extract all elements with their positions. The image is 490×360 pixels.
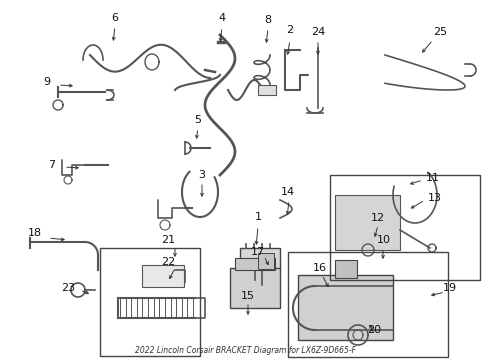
Text: 18: 18: [28, 228, 42, 238]
Text: 3: 3: [198, 170, 205, 180]
Text: 14: 14: [281, 187, 295, 197]
Text: 7: 7: [49, 160, 55, 170]
Text: 24: 24: [311, 27, 325, 37]
Bar: [258, 85, 276, 95]
Text: 5: 5: [195, 115, 201, 125]
Bar: [335, 260, 357, 278]
Text: 25: 25: [433, 27, 447, 37]
Text: 15: 15: [241, 291, 255, 301]
Text: 20: 20: [367, 325, 381, 335]
Text: 10: 10: [377, 235, 391, 245]
Text: 11: 11: [426, 173, 440, 183]
Bar: [235, 258, 275, 270]
Text: 23: 23: [61, 283, 75, 293]
Text: 22: 22: [161, 257, 175, 267]
Bar: [330, 175, 480, 280]
Bar: [258, 253, 274, 269]
Text: 2022 Lincoln Corsair BRACKET Diagram for LX6Z-9D665-F: 2022 Lincoln Corsair BRACKET Diagram for…: [134, 346, 356, 355]
Text: 19: 19: [443, 283, 457, 293]
Bar: [335, 195, 400, 250]
Bar: [240, 248, 280, 270]
Bar: [142, 265, 184, 287]
Text: 16: 16: [313, 263, 327, 273]
Text: 12: 12: [371, 213, 385, 223]
Bar: [288, 252, 448, 357]
Text: 17: 17: [251, 247, 265, 257]
Bar: [230, 268, 280, 308]
Text: 1: 1: [254, 212, 262, 222]
Bar: [298, 275, 393, 340]
Text: 6: 6: [112, 13, 119, 23]
Text: 21: 21: [161, 235, 175, 245]
Text: 13: 13: [428, 193, 442, 203]
Text: 2: 2: [287, 25, 294, 35]
Bar: [100, 248, 200, 356]
Text: 8: 8: [265, 15, 271, 25]
Text: 9: 9: [44, 77, 50, 87]
Text: 4: 4: [219, 13, 225, 23]
